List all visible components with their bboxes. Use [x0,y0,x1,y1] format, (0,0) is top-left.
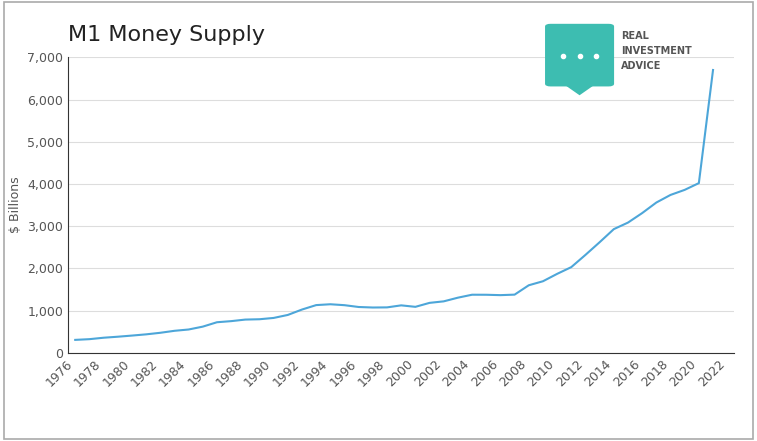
Text: INVESTMENT: INVESTMENT [621,46,692,56]
Text: REAL: REAL [621,31,650,41]
Y-axis label: $ Billions: $ Billions [9,177,22,233]
Text: ADVICE: ADVICE [621,61,662,71]
FancyBboxPatch shape [545,24,614,86]
Polygon shape [550,75,609,95]
Text: M1 Money Supply: M1 Money Supply [68,25,265,45]
